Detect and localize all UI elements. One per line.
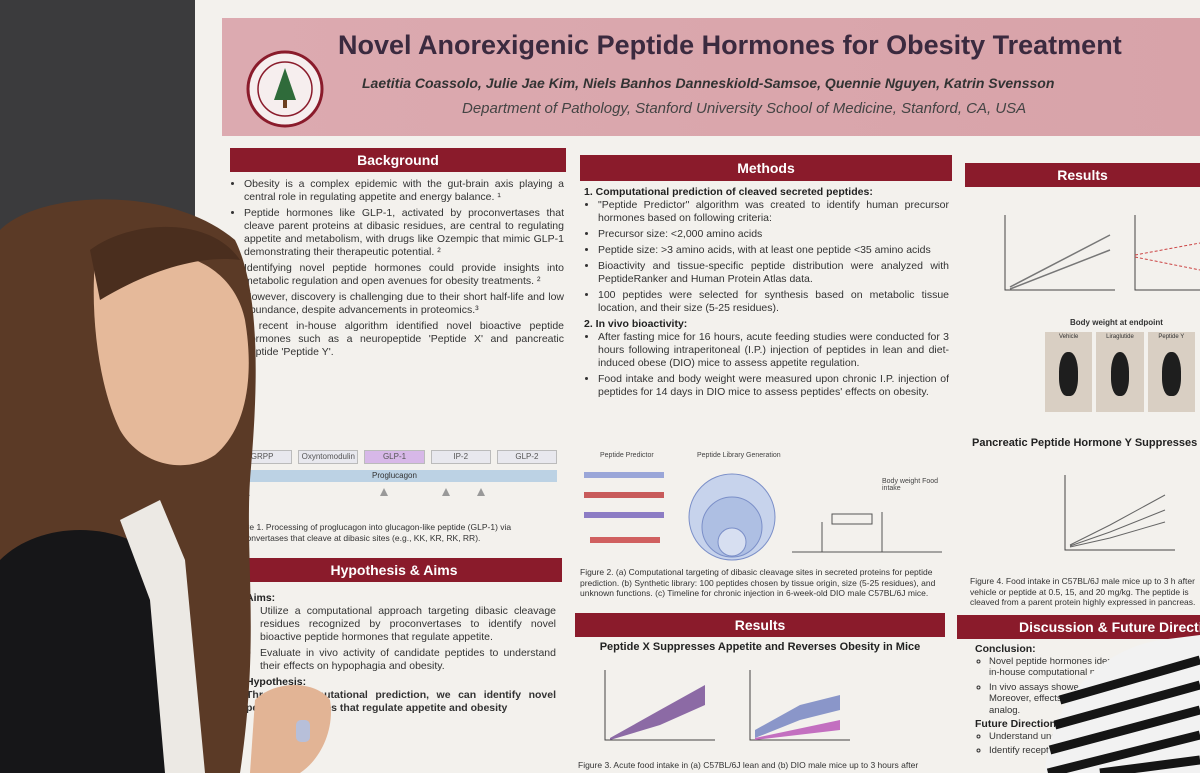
section-heading: Results (575, 613, 945, 637)
figure-caption: Figure 1. Processing of proglucagon into… (230, 522, 512, 543)
method-item: "Peptide Predictor" algorithm was create… (598, 199, 949, 225)
section-heading: Hypothesis & Aims (226, 558, 562, 582)
aim: Evaluate in vivo activity of candidate p… (260, 647, 556, 673)
dose-chart (1064, 475, 1175, 551)
figure-4-graphics (1004, 215, 1200, 291)
figure-caption: Figure 4. Food intake in C57BL/6J male m… (970, 576, 1196, 607)
method-item: Precursor size: <2,000 amino acids (598, 228, 949, 241)
mouse-photo: Peptide Y (1147, 332, 1195, 412)
hypothesis-label: Hypothesis: (246, 676, 307, 688)
mouse (1059, 352, 1079, 396)
conclusion-label: Conclusion: (975, 644, 1036, 655)
figure-3-graphics (604, 670, 850, 741)
mouse-photo: Liraglutide (1096, 332, 1144, 412)
method-item: 100 peptides were selected for synthesis… (598, 289, 949, 315)
poster-title: Novel Anorexigenic Peptide Hormones for … (338, 30, 1122, 60)
list: Obesity is a complex epidemic with the g… (230, 178, 564, 359)
mouse-panels: Vehicle Liraglutide Peptide Y (1045, 332, 1195, 412)
poster-header (222, 18, 1200, 136)
figure-1: GRPP Oxyntomodulin GLP-1 IP-2 GLP-2 Progluca… (232, 450, 558, 502)
method-item: After fasting mice for 16 hours, acute f… (598, 331, 949, 370)
method-item: Bioactivity and tissue-specific peptide … (598, 260, 949, 286)
list: After fasting mice for 16 hours, acute f… (584, 331, 949, 399)
conclusion: Novel peptide hormones identified throug… (989, 656, 1175, 679)
precursor-bar: Proglucagon (232, 470, 557, 482)
section-heading: Discussion & Future Directions (957, 615, 1200, 639)
method-item: Food intake and body weight were measure… (598, 373, 949, 399)
method-item: Peptide size: >3 amino acids, with at le… (598, 244, 949, 257)
bullet: Obesity is a complex epidemic with the g… (244, 178, 564, 204)
peptide-segment: GLP-1 (364, 450, 425, 464)
mouse-photo: Vehicle (1045, 332, 1093, 412)
bullet: A recent in-house algorithm identified n… (244, 320, 564, 359)
figure-caption: Figure 3. Acute food intake in (a) C57BL… (578, 760, 919, 770)
results-subtitle: Pancreatic Peptide Hormone Y Suppresses (972, 437, 1198, 449)
list: "Peptide Predictor" algorithm was create… (584, 199, 949, 315)
methods-subheading: 2. In vivo bioactivity: (584, 318, 688, 330)
peptide-segment: GLP-2 (496, 450, 558, 464)
mouse-label: Peptide Y (1158, 334, 1185, 340)
mouse-label: Liraglutide (1106, 334, 1134, 340)
panel-title: Peptide Library Generation (697, 452, 781, 459)
mouse-label: Vehicle (1058, 334, 1079, 340)
figure-caption: Figure 2. (a) Computational targeting of… (580, 567, 936, 598)
striped-shirt (1046, 655, 1200, 773)
section-heading: Methods (580, 155, 952, 181)
methods-text: 1. Computational prediction of cleaved s… (584, 186, 949, 444)
list: Utilize a computational approach targeti… (246, 605, 556, 673)
methods-subheading: 1. Computational prediction of cleaved s… (584, 186, 873, 198)
results-subtitle: Peptide X Suppresses Appetite and Revers… (599, 641, 921, 653)
panel-title: Body weight at endpoint (1070, 318, 1163, 327)
peptide-segment: Oxyntomodulin (298, 450, 359, 464)
background-text: Obesity is a complex epidemic with the g… (230, 178, 564, 440)
aim: Utilize a computational approach targeti… (260, 605, 556, 644)
segment-row: GRPP Oxyntomodulin GLP-1 IP-2 GLP-2 (232, 450, 558, 464)
peptide-segment: IP-2 (430, 450, 491, 464)
university-seal (246, 50, 324, 128)
panel-title: Body weight Food intake (882, 478, 939, 492)
mouse (1161, 352, 1181, 396)
future-item: Identify receptors (989, 745, 1175, 757)
section-heading: Results (965, 163, 1200, 187)
figure-2-graphics (584, 472, 942, 561)
bullet: Peptide hormones like GLP-1, activated b… (244, 207, 564, 259)
aims-label: Aims: (246, 592, 276, 604)
bullet: Identifying novel peptide hormones could… (244, 262, 564, 288)
affiliation: Department of Pathology, Stanford Univer… (462, 100, 1027, 117)
figure-2: Peptide Predictor Peptide Library Genera… (582, 450, 950, 562)
future-label: Future Directions: (975, 718, 1066, 730)
panel-title: Peptide Predictor (600, 452, 654, 459)
section-heading: Background (230, 148, 566, 172)
bullet: However, discovery is challenging due to… (244, 291, 564, 317)
mouse (1110, 352, 1130, 396)
authors: Laetitia Coassolo, Julie Jae Kim, Niels … (362, 75, 1055, 91)
